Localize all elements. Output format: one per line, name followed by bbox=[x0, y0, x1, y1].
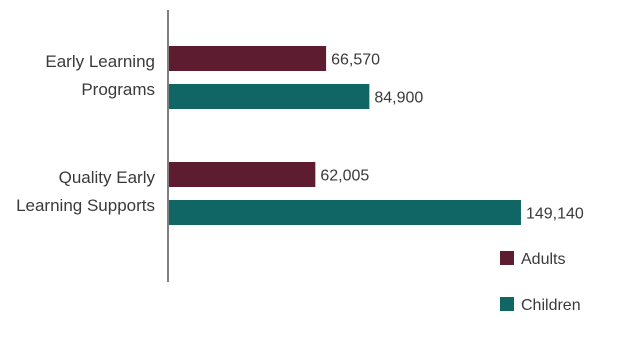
bar-children-1 bbox=[169, 200, 521, 225]
data-label: 62,005 bbox=[320, 168, 369, 185]
category-label-line: Programs bbox=[81, 80, 155, 99]
bar-adults-0 bbox=[169, 46, 327, 71]
data-label: 66,570 bbox=[331, 52, 380, 69]
bar-series-group: 66,570 84,900 62,005 149,140 bbox=[169, 46, 584, 225]
legend-swatch-children bbox=[500, 297, 514, 311]
legend-label-children: Children bbox=[521, 297, 581, 314]
legend-swatch-adults bbox=[500, 251, 514, 265]
category-labels: Early Learning Programs Quality Early Learn… bbox=[16, 52, 155, 215]
bar-children-0 bbox=[169, 84, 370, 109]
legend-label-adults: Adults bbox=[521, 251, 565, 268]
category-label-line: Early Learning bbox=[45, 52, 155, 71]
data-label: 149,140 bbox=[526, 206, 584, 223]
bar-adults-1 bbox=[169, 162, 316, 187]
legend: Adults Children bbox=[500, 251, 581, 314]
category-label: Early Learning Programs bbox=[45, 52, 155, 99]
data-label: 84,900 bbox=[374, 90, 423, 107]
category-label: Quality Early Learning Supports bbox=[16, 168, 155, 215]
category-label-line: Quality Early bbox=[59, 168, 156, 187]
category-label-line: Learning Supports bbox=[16, 196, 155, 215]
